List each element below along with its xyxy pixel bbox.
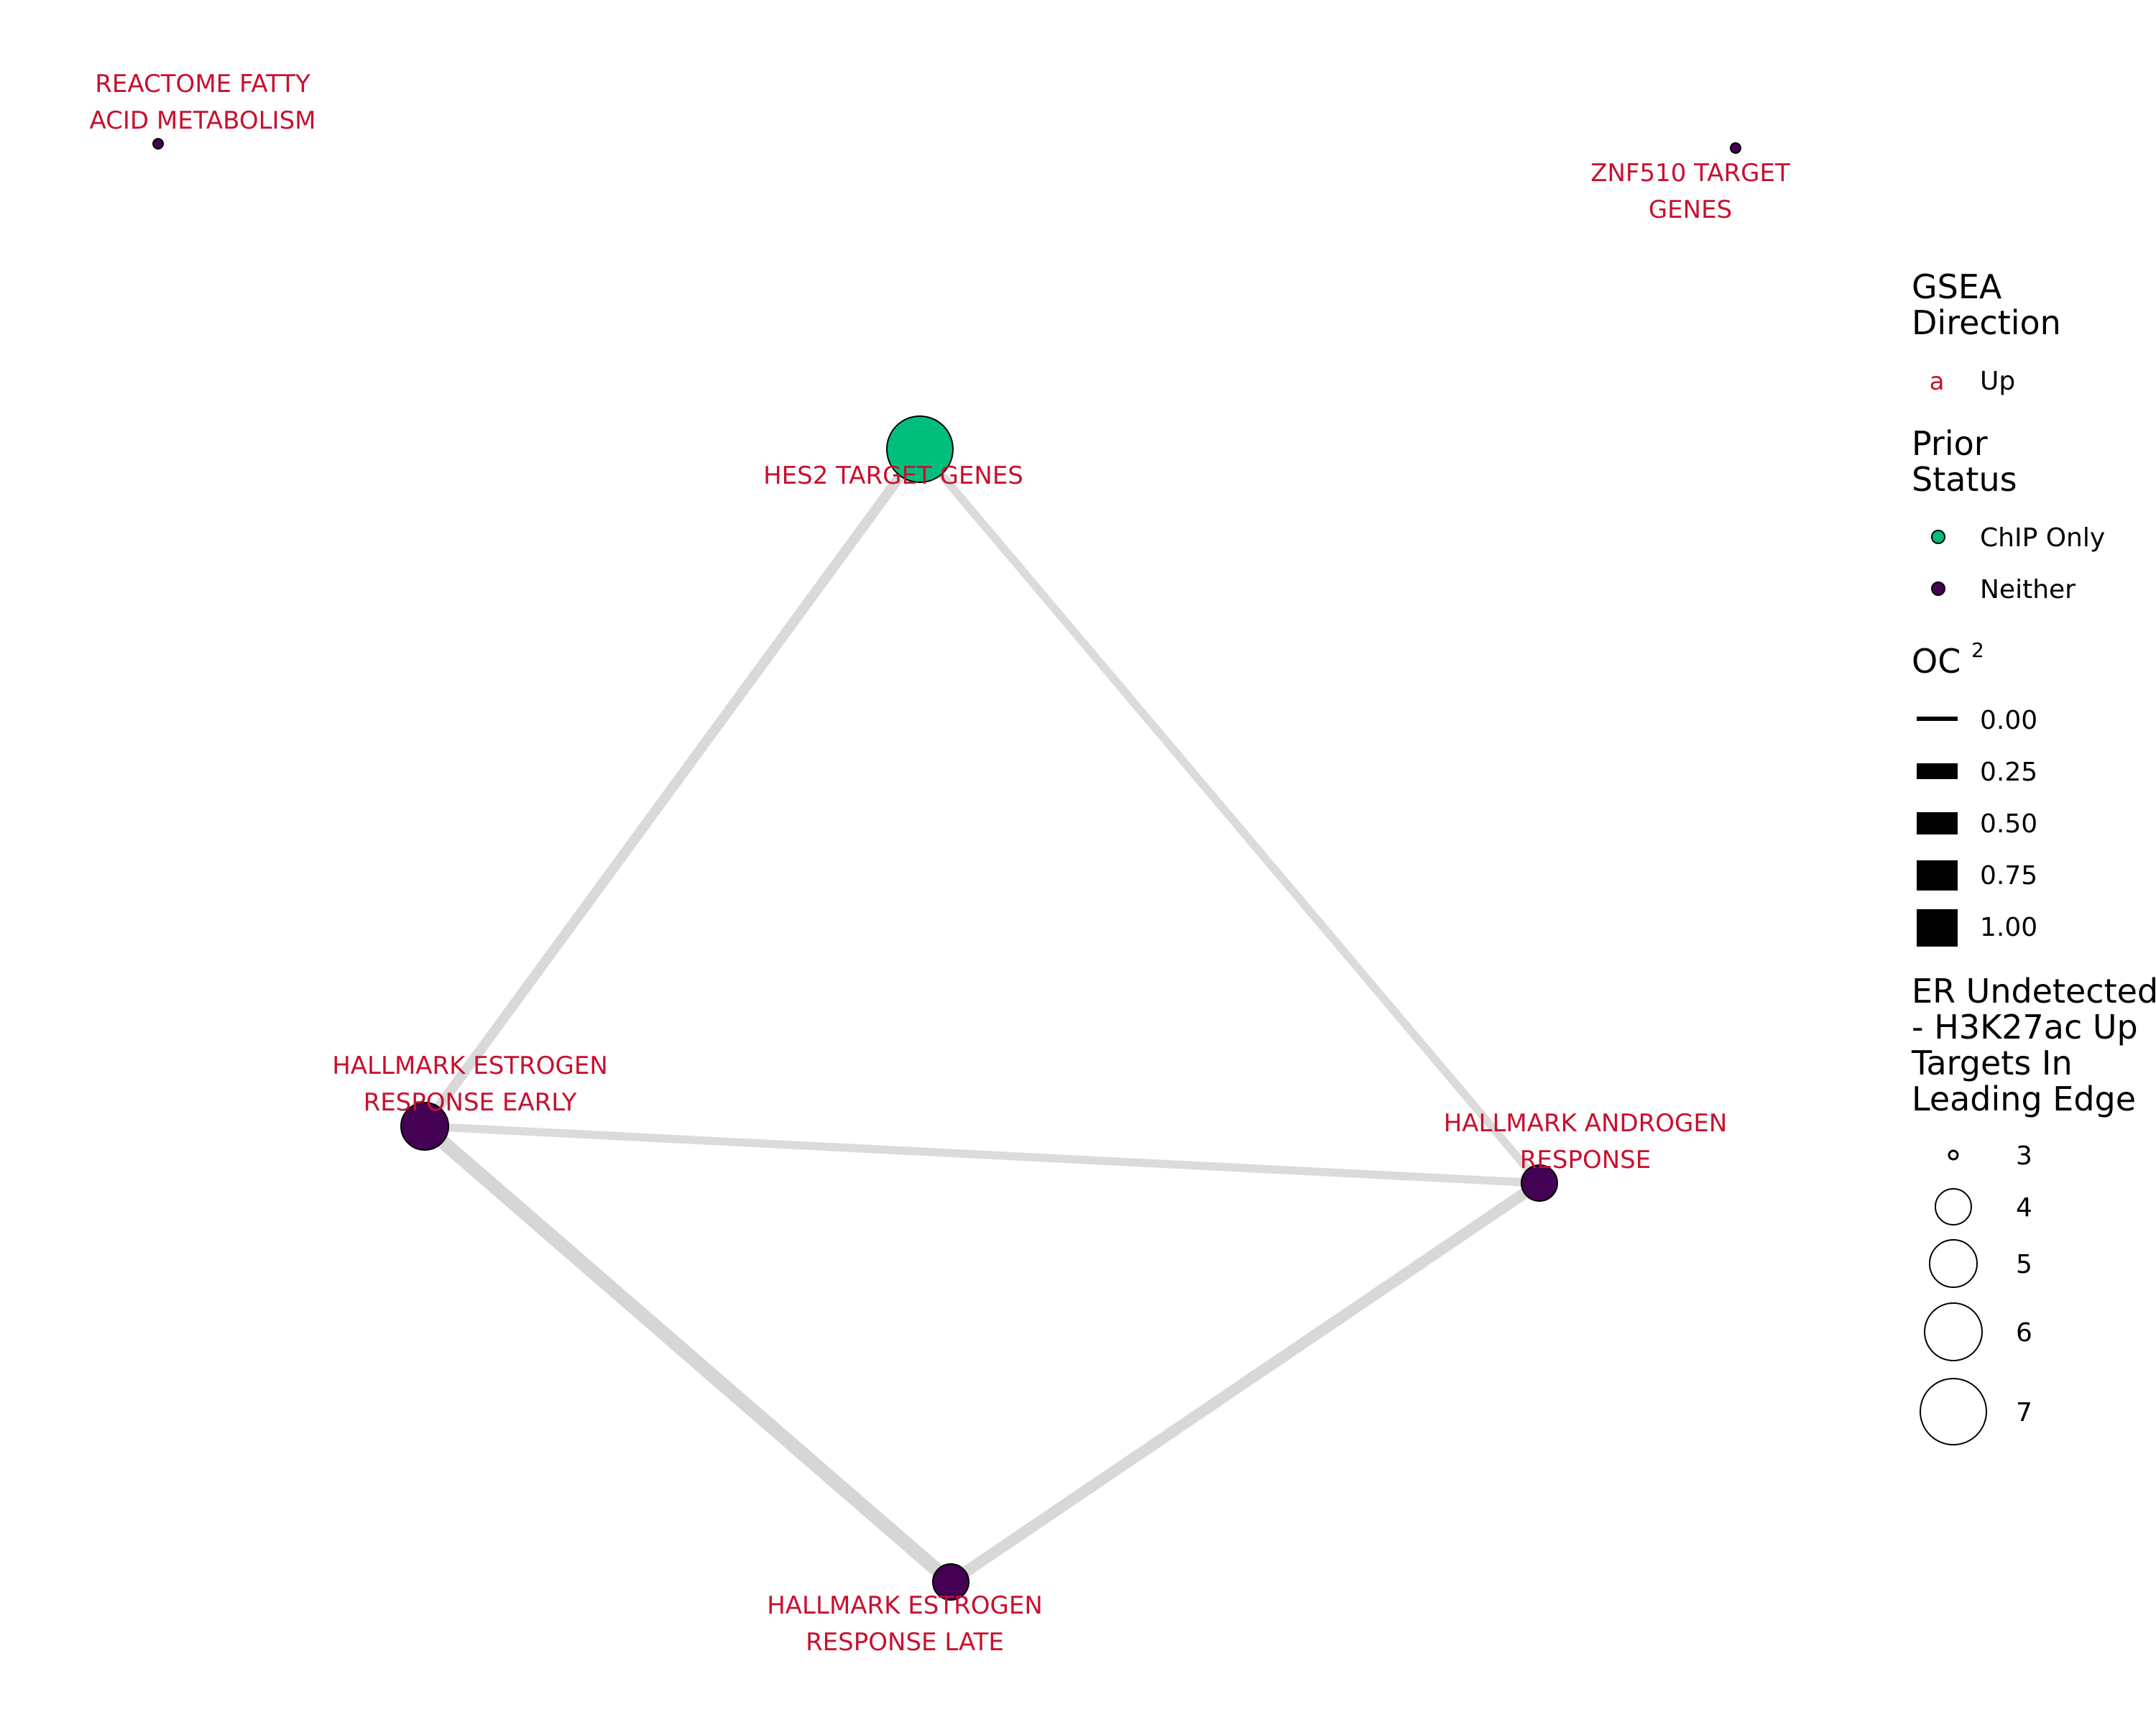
node-reactome[interactable] [153, 139, 163, 149]
edge-androgen-estrogen_late [951, 1183, 1539, 1582]
node-label-znf510: ZNF510 TARGET GENES [1590, 159, 1790, 224]
legend-oc2-title: OC 2 [1912, 638, 1984, 681]
node-label-estrogen_early: HALLMARK ESTROGEN RESPONSE EARLY [332, 1052, 608, 1117]
legend-prior-title: Prior Status [1912, 424, 2017, 499]
legend-size-label-4: 4 [2016, 1193, 2032, 1223]
legend-chip-only-swatch [1932, 530, 1945, 543]
legend-oc2-label-1: 0.25 [1980, 758, 2037, 787]
legend-size-label-5: 5 [2016, 1250, 2032, 1279]
edge-estrogen_early-estrogen_late [425, 1126, 951, 1582]
nodes-layer [153, 139, 1741, 1600]
node-label-reactome: REACTOME FATTY ACID METABOLISM [90, 70, 316, 135]
legend-chip-only-label: ChIP Only [1980, 523, 2105, 553]
legend-oc2-label-0: 0.00 [1980, 706, 2037, 735]
edges-layer [425, 449, 1539, 1582]
legend-size-circle-4 [1935, 1189, 1971, 1225]
legend-size-label-6: 6 [2016, 1318, 2032, 1348]
legend-oc2-key-1 [1917, 763, 1958, 779]
legend-oc2-label-2: 0.50 [1980, 809, 2037, 839]
legend-oc2-key-2 [1917, 812, 1958, 834]
node-znf510[interactable] [1731, 143, 1741, 153]
legend-oc2-label-4: 1.00 [1980, 913, 2037, 942]
node-label-hes2: HES2 TARGET GENES [763, 461, 1023, 490]
legend-gsea-key-glyph: a [1930, 367, 1945, 396]
edge-hes2-estrogen_early [425, 449, 920, 1126]
legend-size-circle-3 [1949, 1151, 1958, 1159]
legend: GSEA Direction a Up Prior Status ChIP On… [1911, 267, 2156, 1445]
legend-oc2-label-3: 0.75 [1980, 861, 2037, 891]
node-label-androgen: HALLMARK ANDROGEN RESPONSE [1444, 1109, 1728, 1174]
node-label-estrogen_late: HALLMARK ESTROGEN RESPONSE LATE [767, 1591, 1043, 1657]
legend-size-title: ER Undetected - H3K27ac Up Targets In Le… [1911, 972, 2156, 1118]
edge-estrogen_early-androgen [425, 1126, 1539, 1183]
legend-size-circle-5 [1930, 1240, 1977, 1287]
legend-oc2-key-4 [1917, 909, 1958, 947]
edge-hes2-androgen [920, 449, 1539, 1183]
legend-gsea-up-label: Up [1980, 367, 2015, 396]
labels-layer: REACTOME FATTY ACID METABOLISM ZNF510 TARG… [90, 70, 1791, 1657]
legend-size-circle-6 [1925, 1303, 1982, 1361]
legend-neither-label: Neither [1980, 575, 2076, 604]
legend-oc2-key-3 [1917, 860, 1958, 891]
legend-oc2-key-0 [1917, 717, 1958, 721]
legend-size-circle-7 [1920, 1379, 1986, 1445]
legend-gsea-title: GSEA Direction [1912, 267, 2061, 342]
legend-neither-swatch [1932, 582, 1945, 595]
legend-size-label-3: 3 [2016, 1141, 2032, 1171]
legend-size-label-7: 7 [2016, 1398, 2032, 1427]
